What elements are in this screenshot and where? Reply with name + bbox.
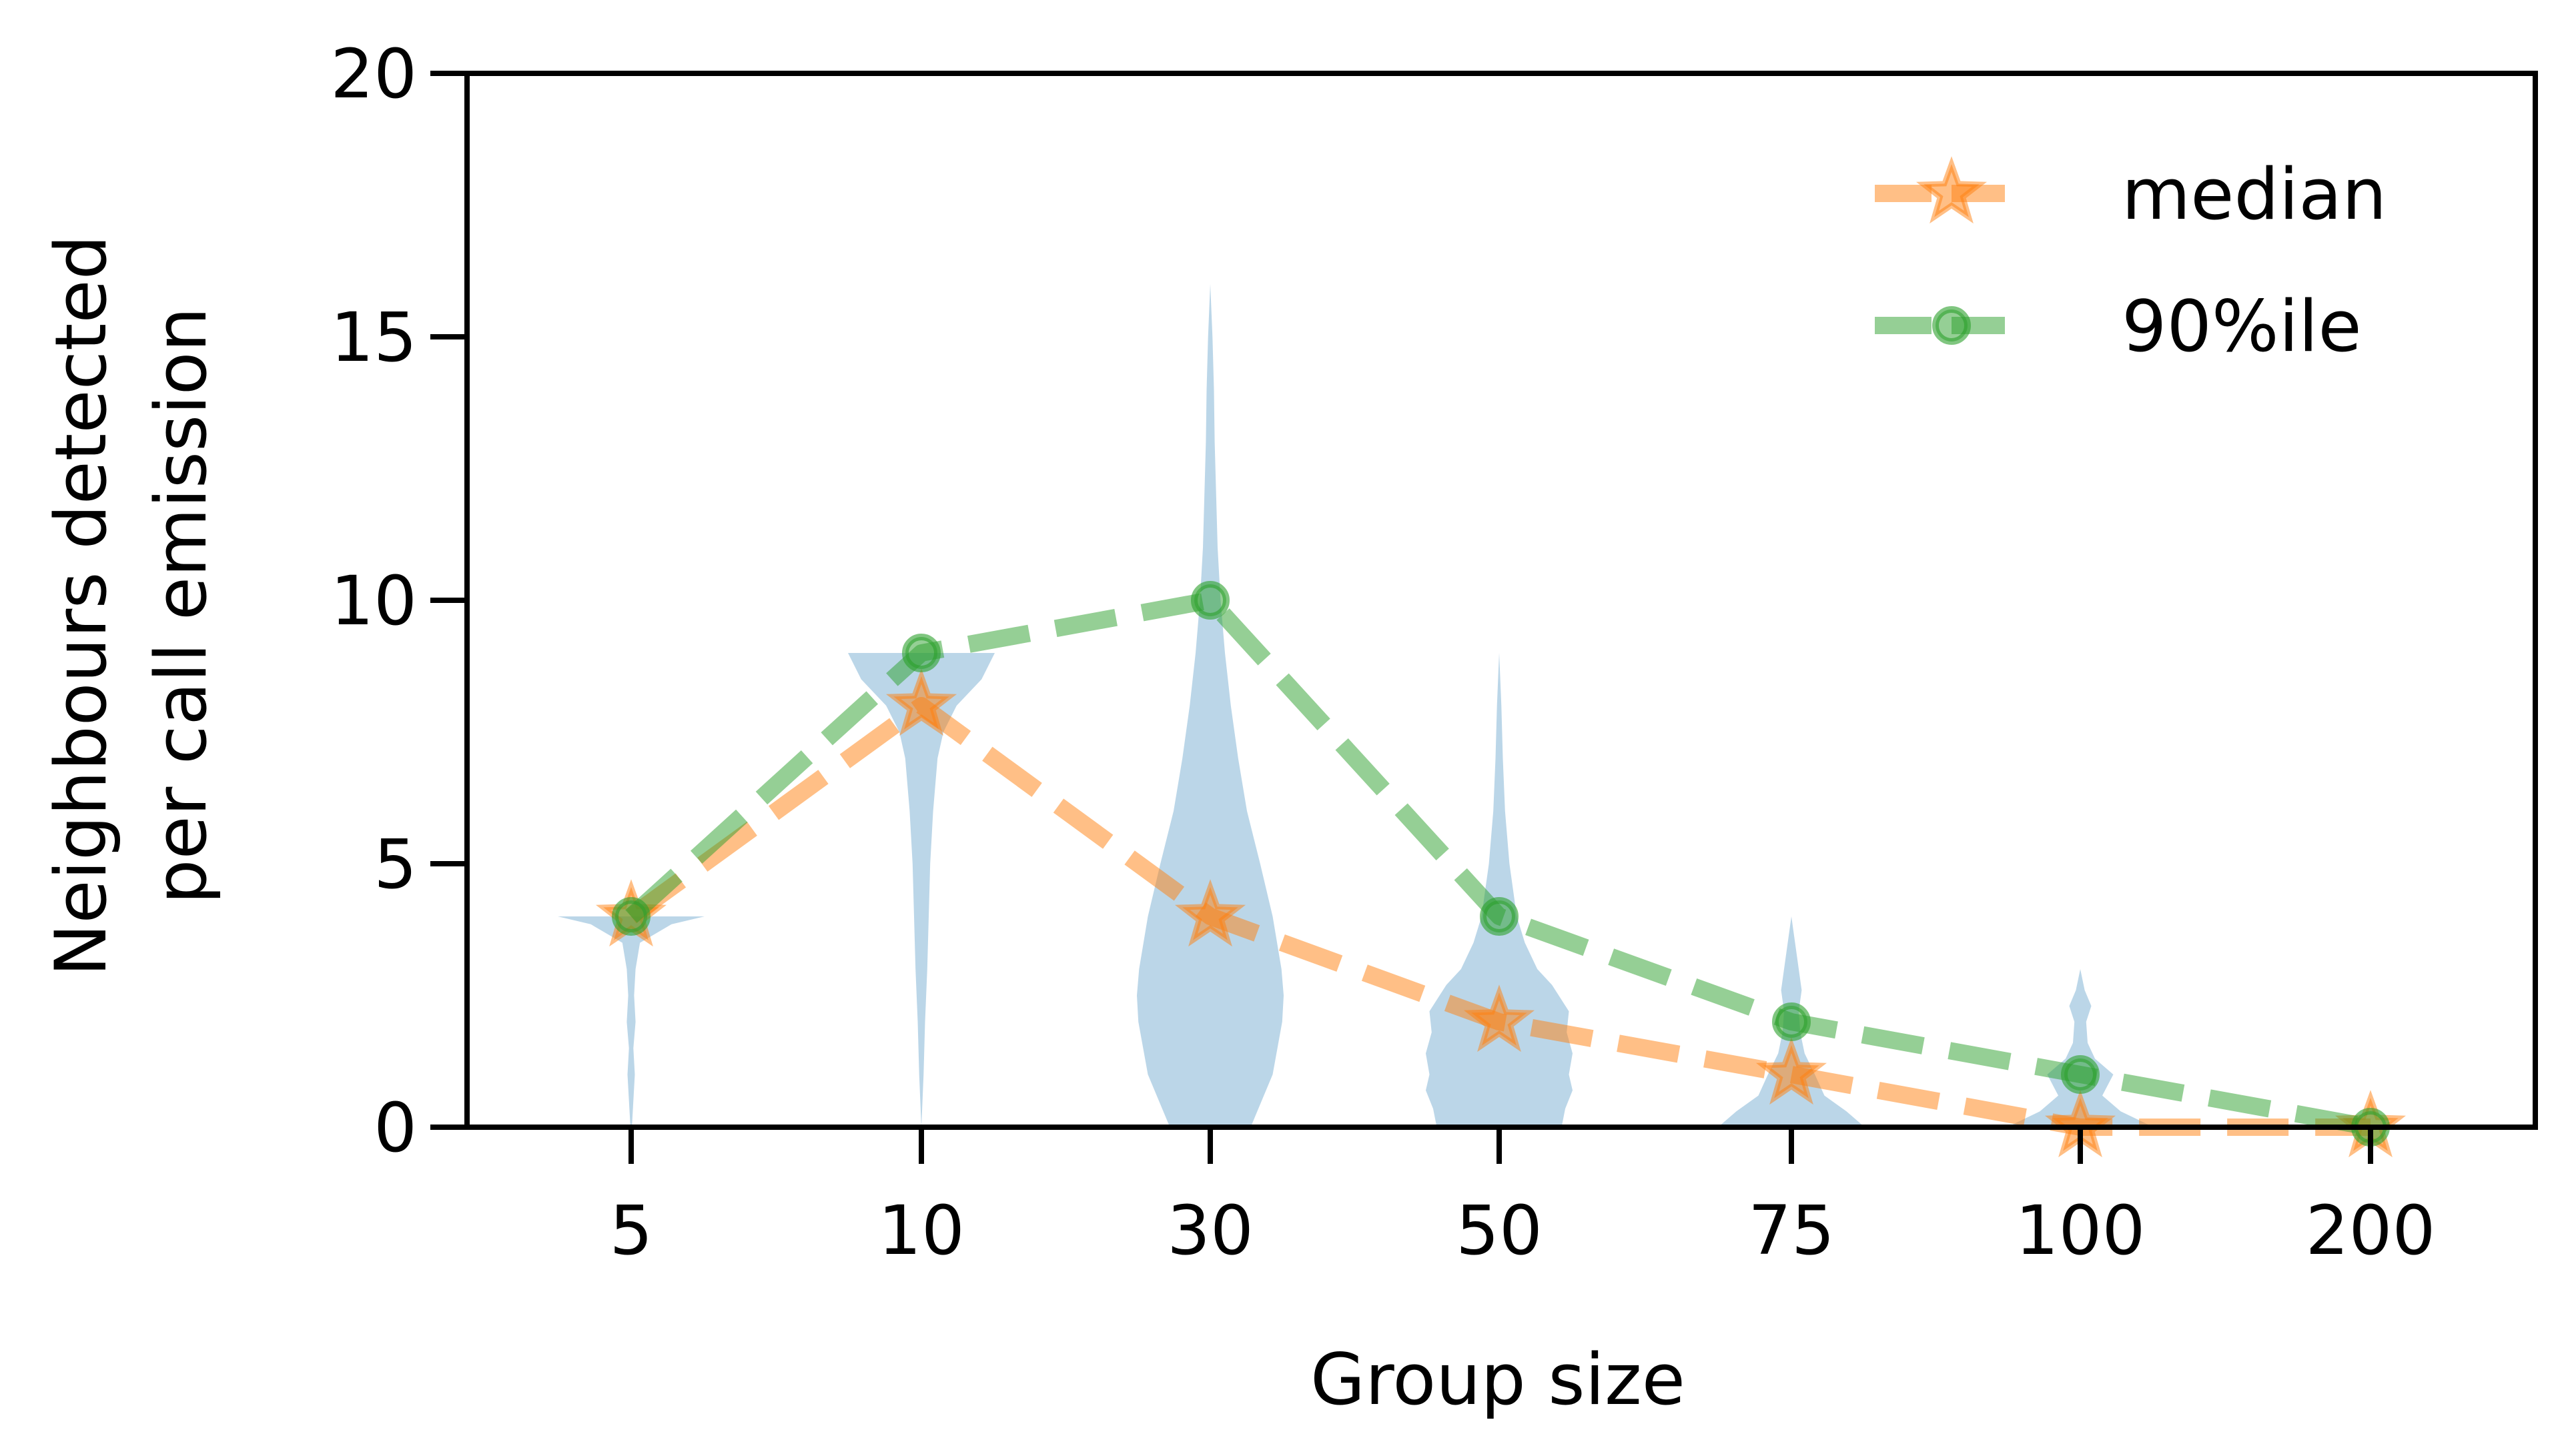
median-point-75 — [1755, 1037, 1827, 1105]
x-axis-title: Group size — [1310, 1339, 1685, 1421]
x-tick-label-200: 200 — [2306, 1191, 2436, 1271]
median-point-30 — [1174, 879, 1246, 947]
percentile-90-point-10 — [902, 634, 941, 672]
percentile-90-point-5 — [612, 897, 651, 936]
legend-percentile-90-marker — [1932, 306, 1971, 345]
y-tick-label-15: 15 — [330, 298, 417, 378]
percentile-90-point-30 — [1191, 581, 1230, 620]
y-axis-title-line-1: Neighbours detected — [40, 235, 122, 976]
axes-layer: 0 5 10 15 20 5 10 30 50 75 100 200 — [330, 35, 2538, 1271]
x-tick-label-30: 30 — [1167, 1191, 1254, 1271]
violin-30 — [1137, 284, 1284, 1127]
median-point-10 — [885, 668, 957, 736]
legend-median-marker — [1915, 156, 1988, 224]
y-tick-label-20: 20 — [330, 35, 417, 114]
percentile-90-point-75 — [1772, 1002, 1811, 1041]
x-tick-label-10: 10 — [878, 1191, 965, 1271]
legend-median-label: median — [2122, 153, 2387, 235]
series-layer — [595, 581, 2407, 1158]
y-tick-label-5: 5 — [374, 825, 417, 904]
percentile-90-point-50 — [1480, 897, 1519, 936]
violin-10 — [848, 653, 995, 1127]
legend: median 90%ile — [1875, 153, 2387, 368]
median-point-50 — [1463, 984, 1535, 1052]
violin-5 — [558, 916, 705, 1127]
x-tick-label-5: 5 — [610, 1191, 653, 1271]
y-tick-label-0: 0 — [374, 1088, 417, 1168]
violin-100 — [2007, 969, 2154, 1127]
legend-percentile-90-label: 90%ile — [2122, 285, 2362, 368]
percentile-90-point-100 — [2061, 1055, 2100, 1094]
y-tick-label-10: 10 — [330, 562, 417, 641]
x-tick-label-50: 50 — [1456, 1191, 1543, 1271]
y-axis-title-line-2: per call emission — [140, 307, 222, 904]
x-tick-label-100: 100 — [2016, 1191, 2146, 1271]
x-tick-label-75: 75 — [1748, 1191, 1835, 1271]
